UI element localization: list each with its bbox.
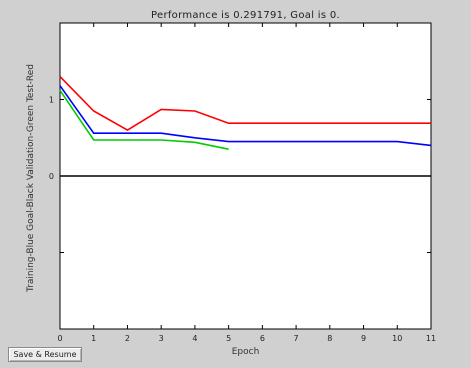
y-tick-label: 1 (49, 96, 54, 105)
save-resume-button[interactable]: Save & Resume (8, 347, 82, 362)
y-tick-label: 0 (49, 172, 54, 181)
x-tick-label: 3 (159, 334, 164, 343)
series-line (59, 85, 432, 147)
x-tick-label: 4 (192, 334, 197, 343)
x-tick-label: 8 (327, 334, 332, 343)
x-tick-label: 0 (57, 334, 62, 343)
x-tick-label: 11 (426, 334, 436, 343)
plot-title: Performance is 0.291791, Goal is 0. (151, 10, 340, 21)
axis-ticks (59, 22, 432, 330)
x-tick-label: 10 (392, 334, 402, 343)
x-tick-label: 1 (91, 334, 96, 343)
axis-tick-labels: 0 1 2 3 4 5 6 7 8 9 10 11 0 1 (49, 96, 436, 344)
x-tick-label: 7 (294, 334, 299, 343)
x-axis-label: Epoch (231, 347, 260, 357)
series-line (59, 76, 431, 132)
series-lines (59, 76, 432, 177)
x-tick-label: 9 (361, 334, 366, 343)
x-tick-label: 5 (226, 334, 231, 343)
x-tick-label: 6 (260, 334, 265, 343)
series-line (59, 89, 229, 150)
x-tick-label: 2 (125, 334, 130, 343)
